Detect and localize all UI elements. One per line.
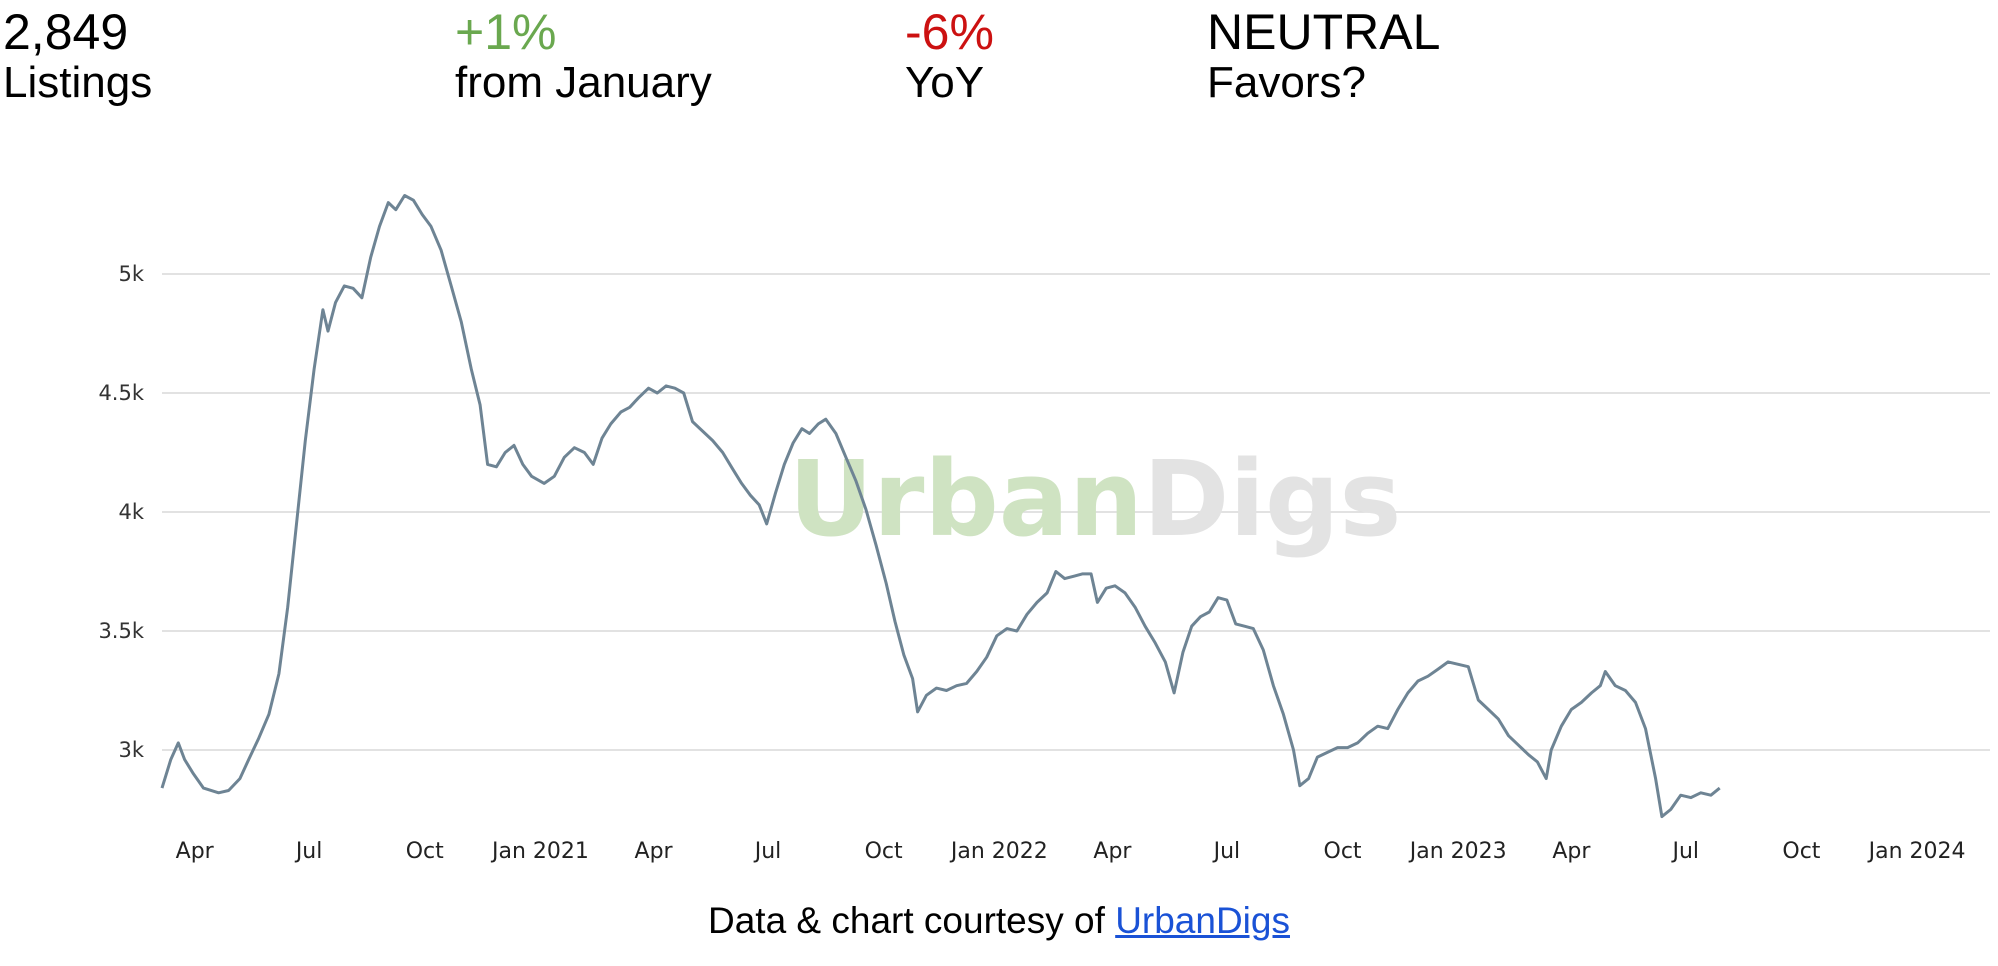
y-tick-label: 5k: [118, 262, 144, 286]
stat-label: Favors?: [1207, 58, 1366, 107]
chart-credit: Data & chart courtesy of UrbanDigs: [0, 900, 1998, 942]
stat-label: YoY: [905, 58, 985, 107]
x-tick-label: Jul: [1212, 839, 1241, 864]
x-tick-label: Apr: [635, 839, 674, 864]
y-tick-label: 3k: [118, 738, 144, 762]
x-tick-label: Oct: [865, 839, 903, 864]
x-tick-label: Jan 2024: [1867, 839, 1966, 864]
x-tick-label: Oct: [1324, 839, 1362, 864]
urbandigs-watermark: UrbanDigs: [789, 438, 1402, 560]
x-tick-label: Jul: [1670, 839, 1699, 864]
stat-value: +1%: [455, 4, 557, 60]
x-tick-label: Jan 2021: [490, 839, 589, 864]
stat-value: 2,849: [3, 4, 129, 60]
stat-label: from January: [455, 58, 712, 107]
stat-favors: NEUTRAL Favors?: [1207, 6, 1440, 108]
y-tick-label: 3.5k: [98, 619, 144, 643]
x-tick-label: Jan 2023: [1408, 839, 1507, 864]
watermark-part1: Urban: [789, 438, 1143, 560]
svg-text:UrbanDigs: UrbanDigs: [789, 438, 1402, 560]
credit-text: Data & chart courtesy of: [708, 900, 1116, 941]
series-lines: [160, 194, 1721, 819]
stat-listings: 2,849 Listings: [3, 6, 152, 108]
y-tick-label: 4k: [118, 500, 144, 524]
y-axis-ticks: 3k 3.5k 4k 4.5k 5k: [98, 262, 144, 762]
watermark-part2: Digs: [1143, 438, 1401, 560]
urbandigs-link[interactable]: UrbanDigs: [1115, 900, 1290, 941]
x-axis-ticks: Apr Jul Oct Jan 2021 Apr Jul Oct Jan 2022 Apr Jul…: [176, 839, 1966, 864]
stat-value: -6%: [905, 4, 994, 60]
gridlines: [162, 273, 1990, 751]
x-tick-label: Apr: [1093, 839, 1132, 864]
x-tick-label: Jul: [753, 839, 782, 864]
x-tick-label: Apr: [1552, 839, 1591, 864]
y-tick-label: 4.5k: [98, 381, 144, 405]
stat-yoy: -6% YoY: [905, 6, 994, 108]
series-line: [160, 194, 1721, 819]
x-tick-label: Oct: [406, 839, 444, 864]
stat-month-change: +1% from January: [455, 6, 712, 108]
x-tick-label: Apr: [176, 839, 215, 864]
x-tick-label: Oct: [1782, 839, 1820, 864]
stat-label: Listings: [3, 58, 153, 107]
inventory-line-chart: UrbanDigs 3k 3.5k 4k 4.5k 5k Apr Jul Oct Jan 20…: [98, 194, 1990, 864]
x-tick-label: Jul: [294, 839, 323, 864]
x-tick-label: Jan 2022: [949, 839, 1048, 864]
stat-value: NEUTRAL: [1207, 4, 1441, 60]
